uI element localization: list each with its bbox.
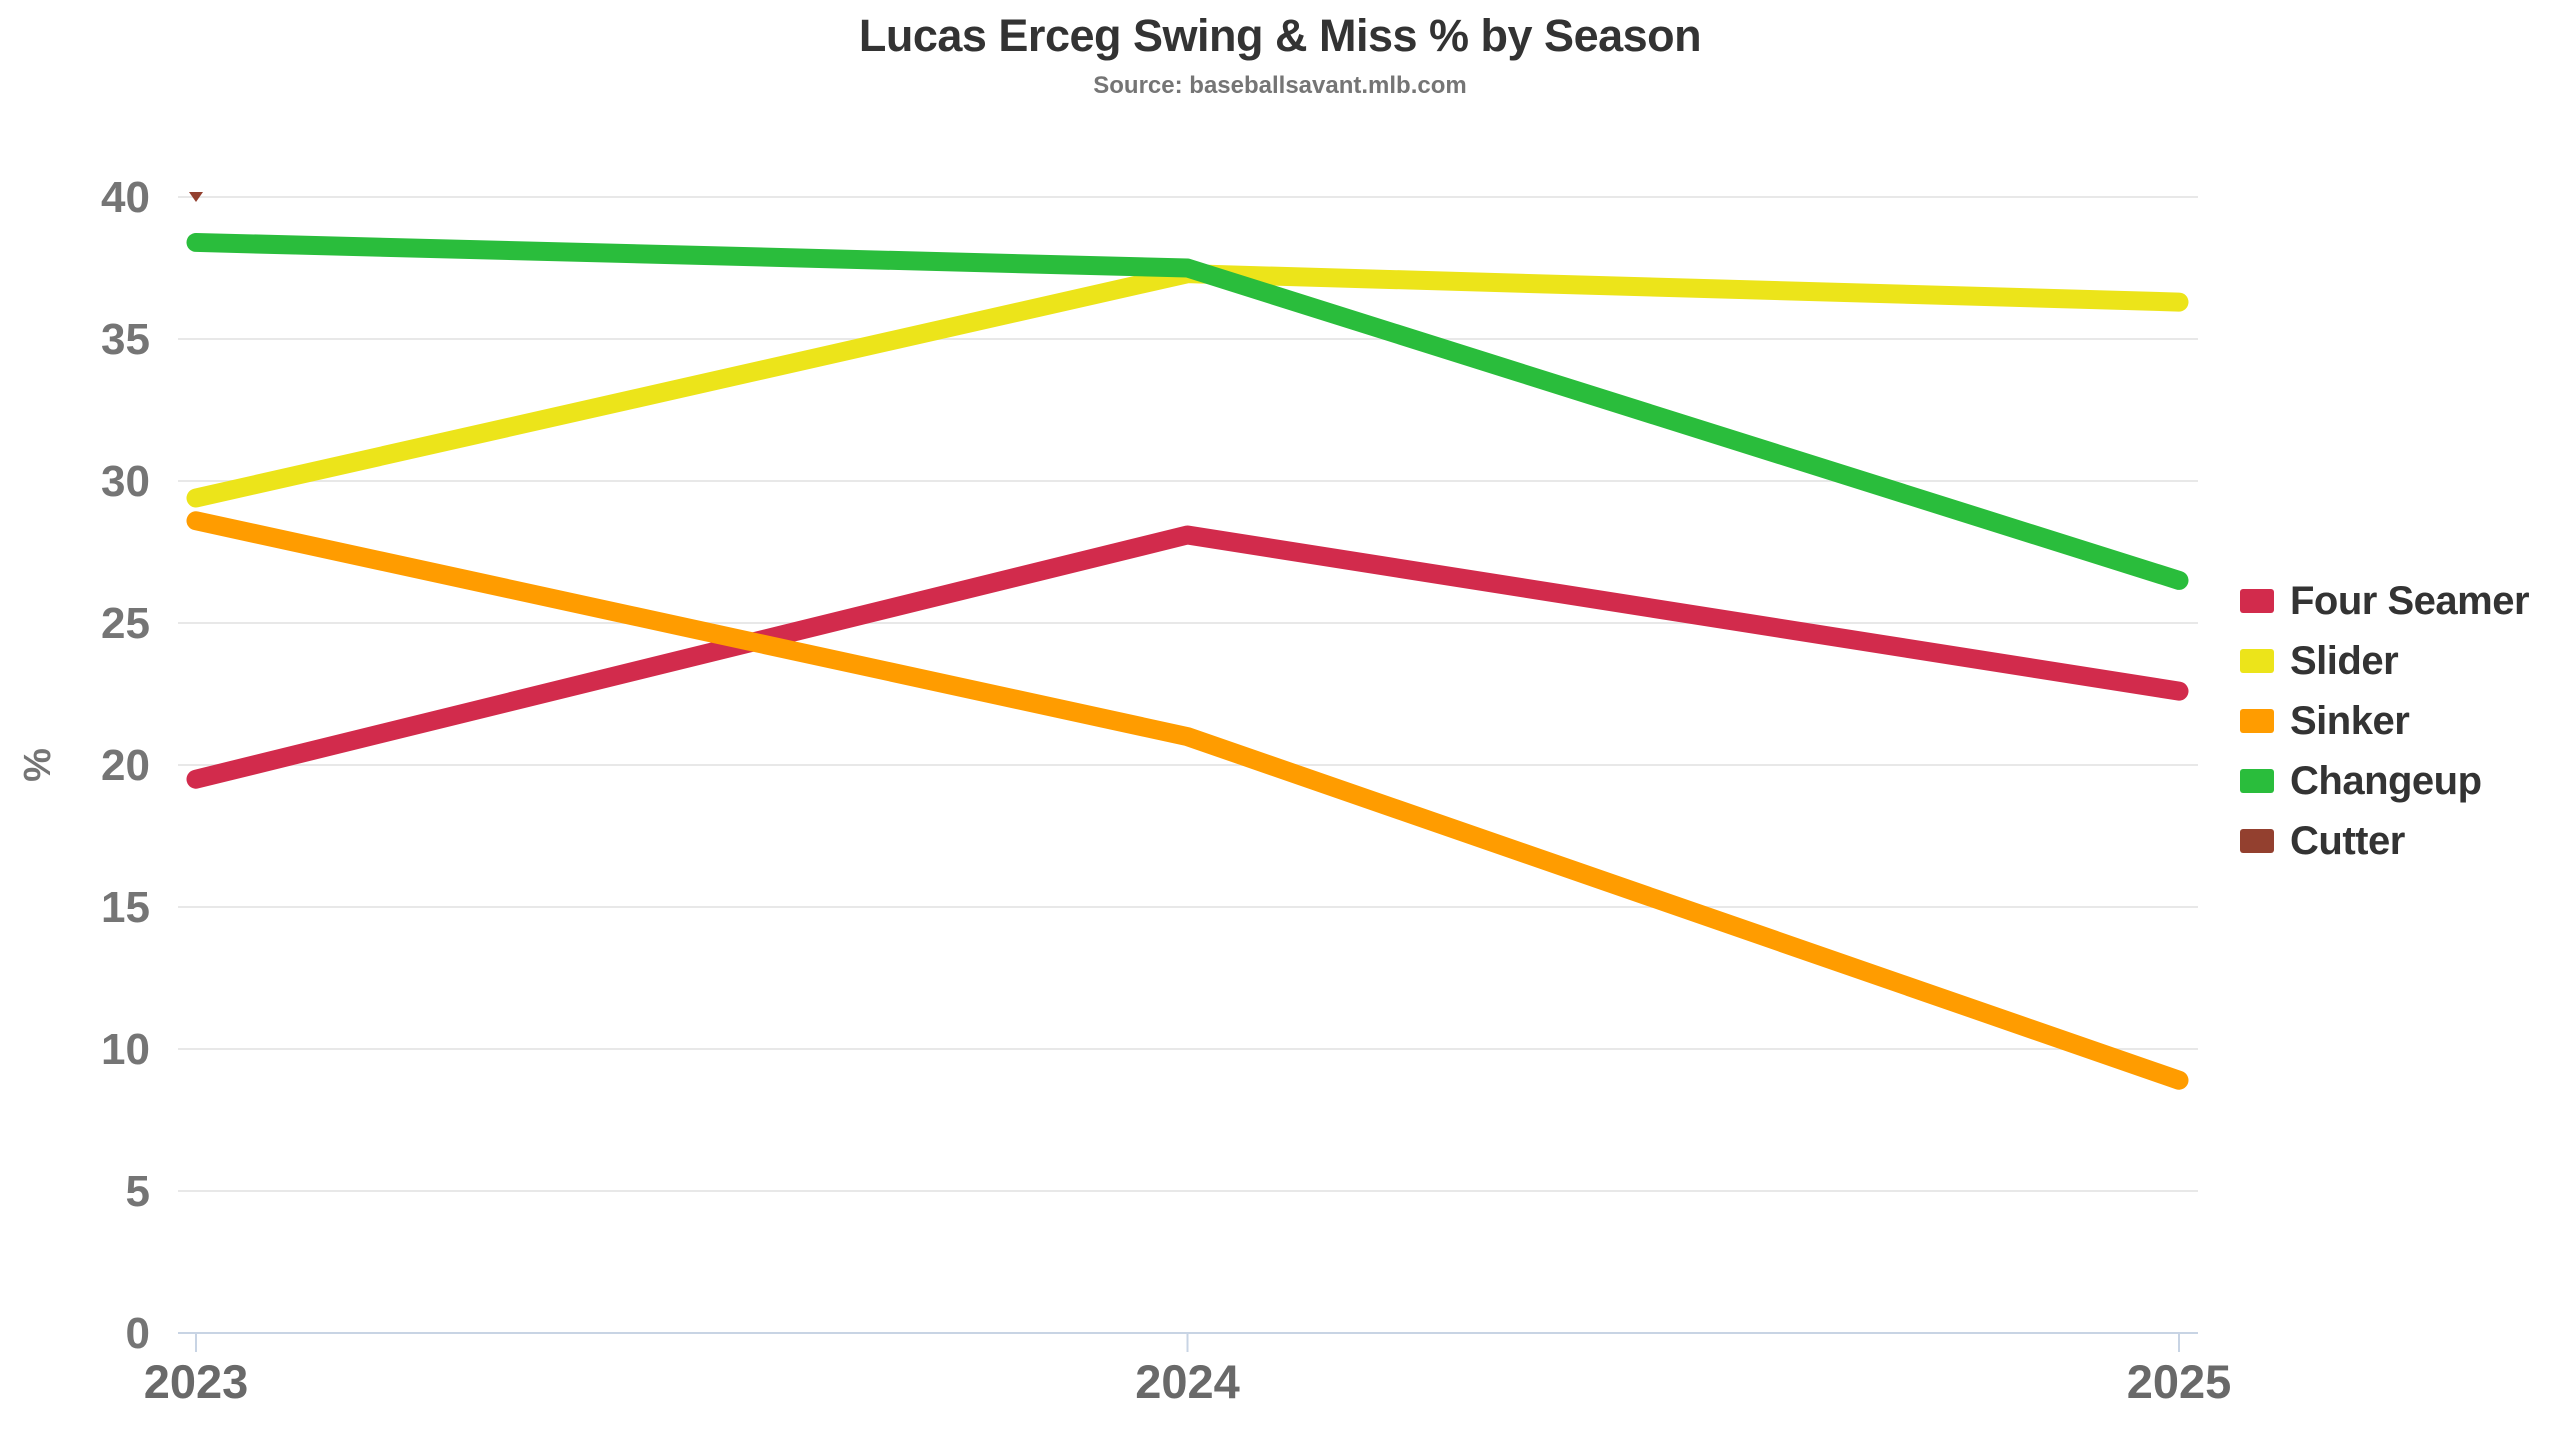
legend-swatch-cutter — [2240, 829, 2274, 853]
y-tick-label-5: 5 — [126, 1167, 150, 1216]
legend-item-cutter: Cutter — [2240, 811, 2529, 871]
x-tick-label-2025: 2025 — [2127, 1355, 2232, 1408]
legend-label-four-seamer: Four Seamer — [2290, 578, 2530, 623]
x-tick-label-2024: 2024 — [1135, 1355, 1240, 1408]
series-line-changeup — [186, 232, 2189, 590]
y-tick-label-10: 10 — [101, 1025, 150, 1074]
legend-label-changeup: Changeup — [2290, 758, 2482, 803]
legend-item-slider: Slider — [2240, 631, 2529, 691]
series-line-four-seamer — [186, 525, 2189, 789]
legend-item-sinker: Sinker — [2240, 691, 2529, 751]
y-tick-label-40: 40 — [101, 173, 150, 222]
legend-swatch-changeup — [2240, 769, 2274, 793]
legend-swatch-slider — [2240, 649, 2274, 673]
legend-item-changeup: Changeup — [2240, 751, 2529, 811]
legend-label-cutter: Cutter — [2290, 818, 2405, 863]
x-tick-label-2023: 2023 — [144, 1355, 249, 1408]
y-tick-label-20: 20 — [101, 741, 150, 790]
legend-label-slider: Slider — [2290, 638, 2399, 683]
chart-title: Lucas Erceg Swing & Miss % by Season — [858, 10, 1702, 61]
y-tick-label-35: 35 — [101, 315, 150, 364]
series-line-sinker — [186, 511, 2189, 1090]
legend-label-sinker: Sinker — [2290, 698, 2410, 743]
y-tick-label-15: 15 — [101, 883, 150, 932]
chart-legend: Four Seamer Slider Sinker Changeup Cutter — [2240, 571, 2530, 871]
y-tick-label-25: 25 — [101, 599, 150, 648]
series-marker-cutter — [189, 192, 203, 202]
y-axis-title: % — [17, 748, 59, 782]
legend-swatch-four-seamer — [2240, 589, 2274, 613]
y-tick-label-0: 0 — [126, 1309, 150, 1358]
legend-swatch-sinker — [2240, 709, 2274, 733]
series-line-slider — [186, 264, 2189, 508]
legend-item-four-seamer: Four Seamer — [2240, 571, 2530, 631]
chart-subtitle: Source: baseballsavant.mlb.com — [1093, 72, 1467, 99]
y-tick-label-30: 30 — [101, 457, 150, 506]
